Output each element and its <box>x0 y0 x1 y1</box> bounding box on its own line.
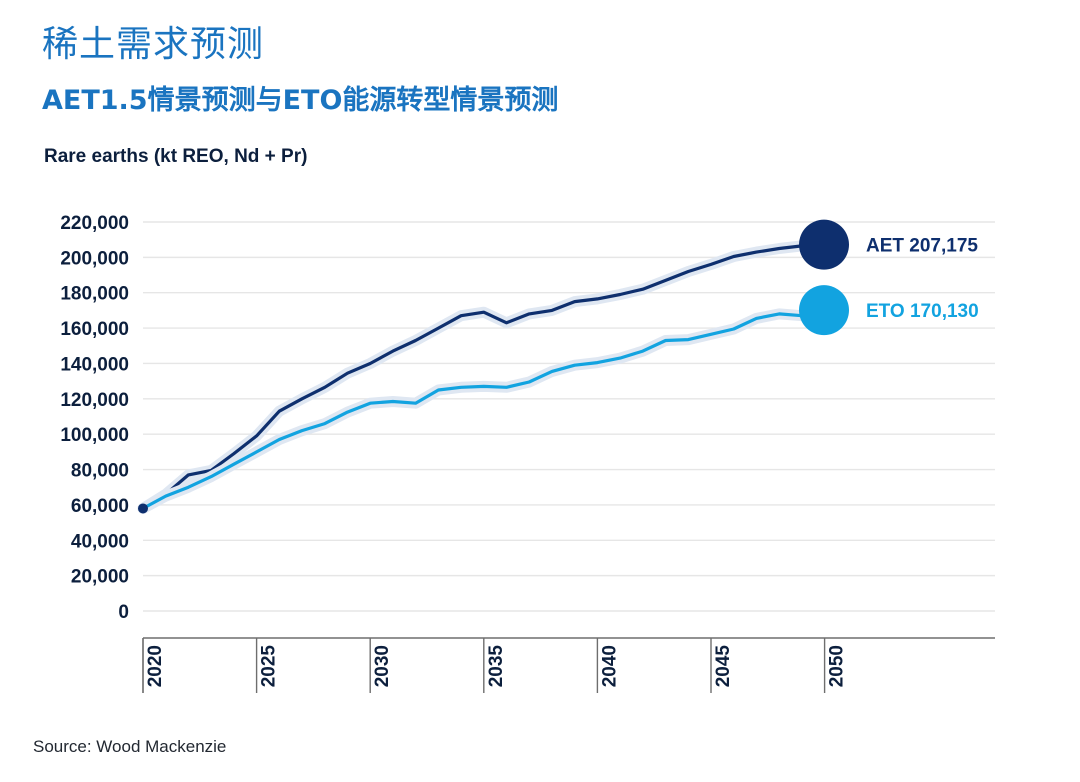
start-point-marker <box>138 503 148 514</box>
y-tick-label: 220,000 <box>60 213 129 234</box>
series-lines <box>137 240 808 514</box>
y-tick-label: 80,000 <box>71 461 129 482</box>
series-halo-eto <box>137 308 808 514</box>
end-labels: AET 207,175 ETO 170,130 <box>799 219 979 336</box>
y-axis-ticks: 0 20,000 40,000 60,000 80,000 100,000 120,000 1… <box>60 213 129 623</box>
x-tick-label: 2040 <box>599 645 620 687</box>
page-subtitle: AET1.5情景预测与ETO能源转型情景预测 <box>42 85 559 116</box>
y-tick-label: 160,000 <box>60 319 129 340</box>
y-tick-label: 60,000 <box>71 496 129 517</box>
y-tick-label: 180,000 <box>60 284 129 305</box>
end-label-eto: ETO 170,130 <box>866 301 979 322</box>
y-axis-title: Rare earths (kt REO, Nd + Pr) <box>44 146 308 167</box>
y-tick-label: 40,000 <box>71 531 129 552</box>
x-tick-label: 2030 <box>372 645 393 687</box>
y-tick-label: 0 <box>118 602 129 623</box>
x-tick-label: 2050 <box>827 645 848 687</box>
y-tick-label: 100,000 <box>60 425 129 446</box>
y-tick-label: 20,000 <box>71 567 129 588</box>
x-tick-label: 2045 <box>713 645 734 688</box>
source-note: Source: Wood Mackenzie <box>33 737 227 756</box>
y-tick-label: 120,000 <box>60 390 129 411</box>
page-title: 稀土需求预测 <box>42 24 265 65</box>
end-marker-aet <box>799 219 849 270</box>
x-tick-label: 2035 <box>486 645 507 688</box>
end-marker-eto <box>799 285 849 336</box>
series-line-aet <box>141 244 804 510</box>
end-label-aet: AET 207,175 <box>866 236 978 257</box>
x-tick-label: 2020 <box>145 645 166 687</box>
x-tick-label: 2025 <box>259 645 280 688</box>
y-tick-label: 140,000 <box>60 354 129 375</box>
x-axis: 2020 2025 2030 2035 2040 2045 2050 <box>142 637 995 693</box>
series-line-eto <box>141 312 804 510</box>
y-tick-label: 200,000 <box>60 248 129 269</box>
